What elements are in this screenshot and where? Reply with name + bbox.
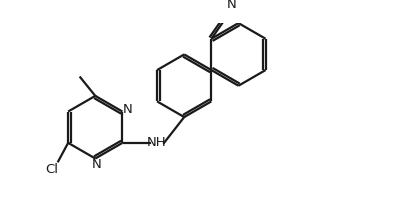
Text: N: N (92, 158, 102, 171)
Text: Cl: Cl (45, 163, 58, 176)
Text: N: N (123, 103, 133, 116)
Text: N: N (227, 0, 236, 11)
Text: NH: NH (146, 136, 166, 149)
